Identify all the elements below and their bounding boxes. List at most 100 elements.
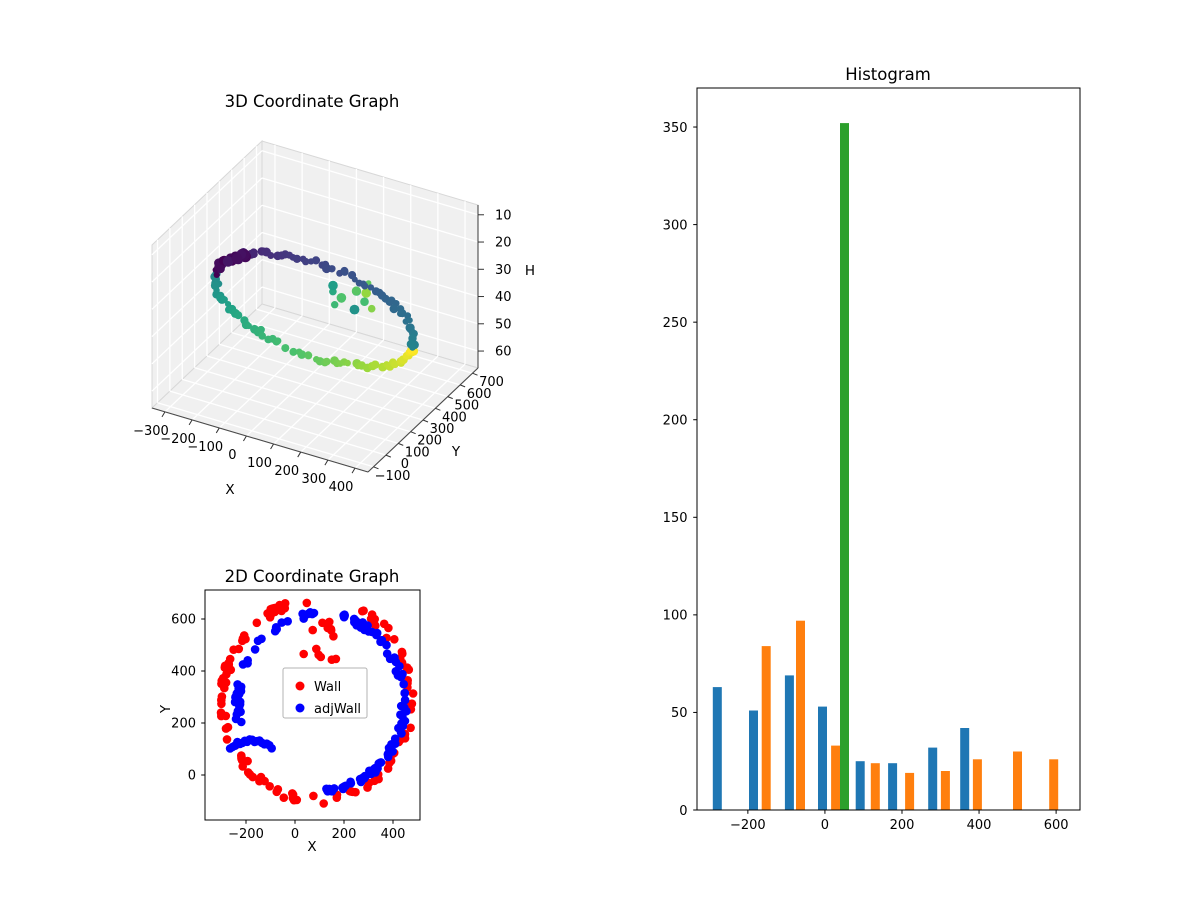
scatter-point-2d — [312, 644, 321, 654]
tick-label: 50 — [671, 706, 688, 721]
tick-label: 10 — [495, 208, 512, 223]
scatter-point-2d — [351, 616, 361, 626]
tick-mark — [459, 384, 466, 388]
tick-mark — [447, 396, 453, 400]
scatter-point-3d — [234, 311, 243, 320]
scatter-point-3d — [281, 344, 290, 353]
tick-label: 400 — [442, 410, 467, 425]
histogram-bars — [712, 123, 1059, 811]
scatter-point-3d — [250, 250, 258, 258]
scatter-point-2d — [326, 626, 336, 635]
tick-label: 30 — [495, 263, 512, 278]
scatter-point-3d — [349, 304, 360, 315]
scatter-point-3d — [367, 304, 376, 313]
scatter-point-2d — [267, 744, 276, 753]
scatter-point-2d — [325, 617, 334, 627]
scatter-point-2d — [252, 618, 262, 628]
grid-line — [219, 343, 436, 409]
scatter-point-3d — [267, 252, 275, 259]
plot2d-scatter-points — [216, 598, 418, 808]
scatter-point-2d — [384, 743, 394, 753]
scatter-point-3d — [331, 301, 339, 309]
tick-label: −300 — [133, 424, 169, 439]
histogram-bar-blue — [818, 706, 827, 810]
scatter-point-2d — [272, 624, 281, 634]
scatter-point-2d — [358, 618, 367, 627]
tick-label: 300 — [663, 218, 688, 233]
scatter-point-2d — [362, 625, 371, 634]
scatter-point-3d — [351, 286, 361, 296]
tick-label: 50 — [495, 317, 512, 332]
grid-line — [256, 308, 473, 374]
scatter-point-2d — [391, 739, 400, 748]
scatter-point-3d — [297, 350, 307, 359]
tick-label: 500 — [454, 399, 479, 414]
tick-label: 100 — [247, 456, 272, 471]
scatter-point-3d — [344, 359, 351, 367]
tick-label: 100 — [663, 609, 688, 624]
tick-mark — [188, 419, 193, 426]
tick-label: 600 — [171, 613, 196, 628]
plot3d-ylabel: Y — [451, 444, 461, 460]
grid-line — [261, 177, 479, 243]
plot3d-scatter-points — [210, 247, 419, 373]
scatter-point-2d — [377, 635, 387, 645]
scatter-point-2d — [231, 692, 240, 702]
scatter-point-2d — [351, 787, 360, 797]
grid-line — [261, 231, 479, 298]
tick-label: 100 — [405, 445, 430, 460]
scatter-point-2d — [404, 665, 414, 674]
tick-label: 700 — [479, 375, 504, 390]
histogram-bar-orange — [1049, 759, 1059, 810]
histogram-bar-blue — [888, 763, 898, 810]
scatter-point-3d — [258, 332, 266, 340]
scatter-point-2d — [222, 735, 232, 744]
histogram-bar-blue — [960, 728, 970, 810]
scatter-point-3d — [311, 256, 321, 265]
axis-line — [151, 407, 369, 473]
tick-label: −200 — [730, 818, 766, 833]
histogram-bar-orange — [796, 620, 805, 810]
tick-label: 200 — [332, 827, 357, 842]
legend-marker — [295, 681, 305, 691]
scatter-point-2d — [222, 670, 231, 679]
scatter-point-2d — [318, 618, 327, 628]
tick-label: −100 — [375, 469, 411, 484]
scatter-point-2d — [217, 699, 226, 709]
histogram-bar-orange — [1013, 751, 1022, 810]
scatter-point-2d — [400, 688, 409, 698]
tick-label: 0 — [401, 457, 409, 472]
scatter-point-3d — [231, 253, 243, 264]
scatter-point-2d — [229, 645, 238, 654]
scatter-point-2d — [279, 793, 289, 802]
scatter-point-3d — [360, 297, 369, 306]
scatter-point-3d — [361, 282, 369, 290]
scatter-point-2d — [277, 606, 286, 616]
scatter-point-2d — [217, 692, 227, 701]
grid-line — [151, 204, 263, 310]
grid-line — [182, 378, 399, 445]
scatter-point-2d — [406, 723, 415, 733]
plot3d-grid — [151, 144, 479, 469]
scatter-point-3d — [222, 256, 234, 267]
scatter-point-2d — [233, 706, 243, 716]
scatter-point-2d — [390, 635, 399, 644]
scatter-point-3d — [406, 317, 413, 324]
tick-label: 0 — [679, 804, 687, 819]
scatter-point-3d — [216, 264, 225, 274]
grid-line — [157, 402, 374, 468]
scatter-point-2d — [379, 619, 389, 629]
tick-label: 150 — [663, 511, 688, 526]
scatter-point-2d — [383, 752, 393, 762]
tick-label: 0 — [228, 448, 236, 463]
scatter-point-3d — [302, 257, 310, 266]
scatter-point-2d — [397, 647, 407, 657]
histogram-tick-labels: −200 0 200 400 600 0 50 100 150 200 250 300 350 — [663, 121, 1069, 833]
tick-mark — [215, 427, 220, 434]
histogram-bar-orange — [870, 763, 880, 810]
tick-mark — [410, 431, 416, 435]
plot3d-tick-labels: −300−200−1000100200300400−10001002003004… — [133, 208, 511, 495]
scatter-point-3d — [245, 322, 252, 330]
tick-mark — [472, 372, 478, 376]
